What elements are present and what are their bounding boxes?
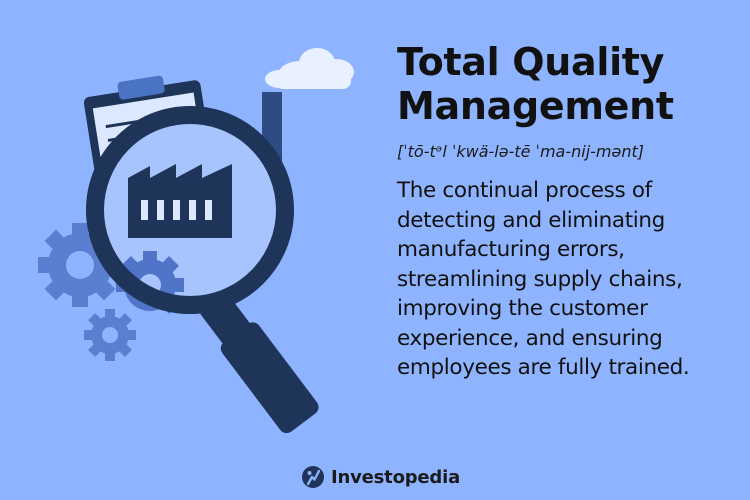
- definition-panel: Total Quality Management [ˈtō-tᵊl ˈkwä-l…: [397, 40, 742, 383]
- definition-text: The continual process of detecting and e…: [397, 178, 690, 380]
- brand-name: Investopedia: [331, 466, 461, 488]
- pronunciation-text: [ˈtō-tᵊl ˈkwä-lə-tē ˈma-nij-mənt]: [397, 142, 644, 161]
- gear-icon: [84, 309, 136, 361]
- brand-footer: Investopedia: [301, 465, 460, 489]
- factory-icon: [128, 164, 232, 238]
- magnifying-glass-icon: [86, 106, 319, 434]
- cloud-icon: [265, 48, 354, 89]
- investopedia-logo-icon: [302, 466, 324, 488]
- page-title: Total Quality Management: [397, 40, 674, 128]
